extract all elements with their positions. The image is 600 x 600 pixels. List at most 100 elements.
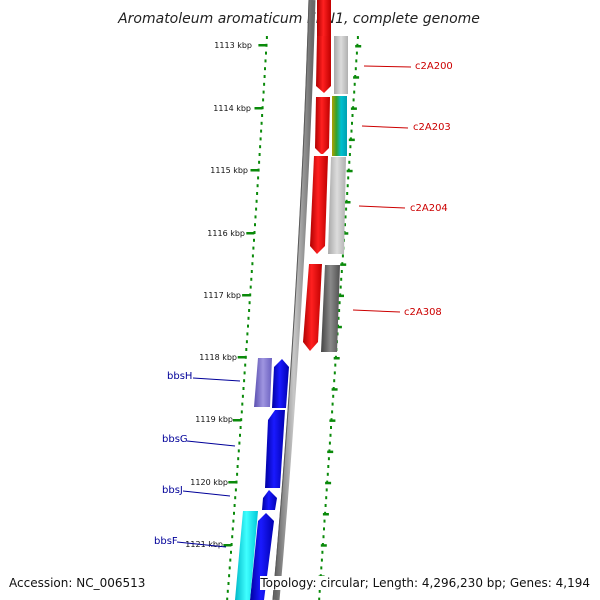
track-dot xyxy=(256,184,259,188)
track-dot xyxy=(325,496,328,500)
track-dot xyxy=(228,566,231,570)
right-gene-labels: c2A200 c2A203 c2A204 c2A308 xyxy=(352,61,453,318)
track-dot xyxy=(252,246,255,250)
track-dot xyxy=(253,238,255,242)
track-dot xyxy=(259,137,262,141)
track-dot xyxy=(245,348,248,351)
feature-gray-dark xyxy=(321,265,340,352)
track-dot xyxy=(233,511,235,515)
track-dot xyxy=(226,589,229,593)
track-dot xyxy=(237,449,240,453)
track-dot xyxy=(258,160,261,164)
kbp-tick xyxy=(254,107,263,110)
leader-line xyxy=(361,125,409,129)
forward-strand-separators xyxy=(312,94,333,156)
track-tick xyxy=(327,450,334,454)
leader-line xyxy=(186,440,236,447)
gene-red-5 xyxy=(303,264,322,351)
gene-red-2 xyxy=(316,36,331,93)
track-dot xyxy=(338,301,341,305)
tick-label: 1114 kbp xyxy=(213,104,251,113)
track-dot xyxy=(341,254,344,258)
track-dot xyxy=(227,582,230,585)
track-dot xyxy=(249,293,252,297)
track-dot xyxy=(262,98,265,102)
tick-label: 1117 kbp xyxy=(203,291,241,300)
track-dot xyxy=(355,59,358,63)
track-tick xyxy=(355,45,362,48)
track-dot xyxy=(247,324,249,328)
leader-line xyxy=(192,377,241,382)
kbp-tick xyxy=(223,544,232,547)
track-dot xyxy=(256,192,259,195)
track-dot xyxy=(234,496,237,500)
track-dot xyxy=(251,254,254,258)
kbp-tick xyxy=(233,419,241,422)
track-dot xyxy=(346,192,349,195)
track-dot xyxy=(320,566,323,570)
genome-backbone-shadow xyxy=(272,0,310,600)
track-dot xyxy=(260,121,263,125)
gene-label-c2A200: c2A200 xyxy=(415,61,453,72)
map-title: Aromatoleum aromaticum EbN1, complete ge… xyxy=(117,11,480,27)
track-dot xyxy=(264,67,266,71)
track-dot xyxy=(325,488,328,492)
track-dot xyxy=(250,277,253,281)
track-dot xyxy=(231,527,234,531)
tick-label: 1118 kbp xyxy=(199,353,237,362)
track-tick xyxy=(320,544,327,547)
track-tick xyxy=(344,201,351,204)
track-dot xyxy=(257,176,260,180)
gene-label-c2A204: c2A204 xyxy=(410,203,448,214)
gene-red-1 xyxy=(317,0,331,38)
track-dot xyxy=(340,277,343,281)
gene-cyan xyxy=(235,511,258,600)
track-dot xyxy=(324,504,327,507)
track-tick xyxy=(340,263,347,266)
tick-label: 1116 kbp xyxy=(207,229,245,238)
track-dot xyxy=(344,215,347,219)
track-dot xyxy=(243,379,246,383)
track-dot xyxy=(350,129,353,133)
kbp-tick xyxy=(242,294,251,297)
track-dot xyxy=(352,98,355,102)
track-tick xyxy=(333,357,340,360)
track-dot xyxy=(265,43,268,47)
track-dot xyxy=(327,457,330,461)
track-dot xyxy=(236,472,239,476)
topology-label: Topology: circular; Length: 4,296,230 bp… xyxy=(260,576,590,590)
gene-label-bbsH: bbsH xyxy=(167,371,192,382)
track-dot xyxy=(259,145,262,149)
track-dot xyxy=(234,488,237,492)
track-dot xyxy=(327,465,330,468)
track-dot xyxy=(240,410,243,414)
track-dot xyxy=(339,285,342,289)
track-dot xyxy=(241,394,244,398)
track-dot xyxy=(321,550,324,554)
track-dot xyxy=(333,379,336,383)
track-dot xyxy=(245,340,248,344)
feature-gray-2 xyxy=(328,157,346,254)
track-dot xyxy=(244,363,247,367)
gc-track-dots xyxy=(226,36,359,600)
track-dot xyxy=(236,465,239,468)
track-dot xyxy=(353,90,356,94)
track-dot xyxy=(322,535,325,539)
track-dot xyxy=(255,199,258,203)
track-dot xyxy=(253,231,256,234)
track-dot xyxy=(260,129,263,133)
track-dot xyxy=(261,114,264,117)
track-dot xyxy=(348,160,351,164)
kbp-scale: 1113 kbp 1114 kbp 1115 kbp 1116 kbp 1117… xyxy=(185,41,252,549)
track-tick xyxy=(342,232,349,235)
kbp-tick xyxy=(228,481,237,484)
track-dot xyxy=(265,51,267,55)
track-dot xyxy=(238,441,241,445)
track-dot xyxy=(323,519,326,523)
track-tick xyxy=(331,388,338,391)
track-dot xyxy=(264,59,267,63)
track-dot xyxy=(246,332,249,336)
track-tick xyxy=(353,76,360,79)
track-dot xyxy=(344,223,346,227)
